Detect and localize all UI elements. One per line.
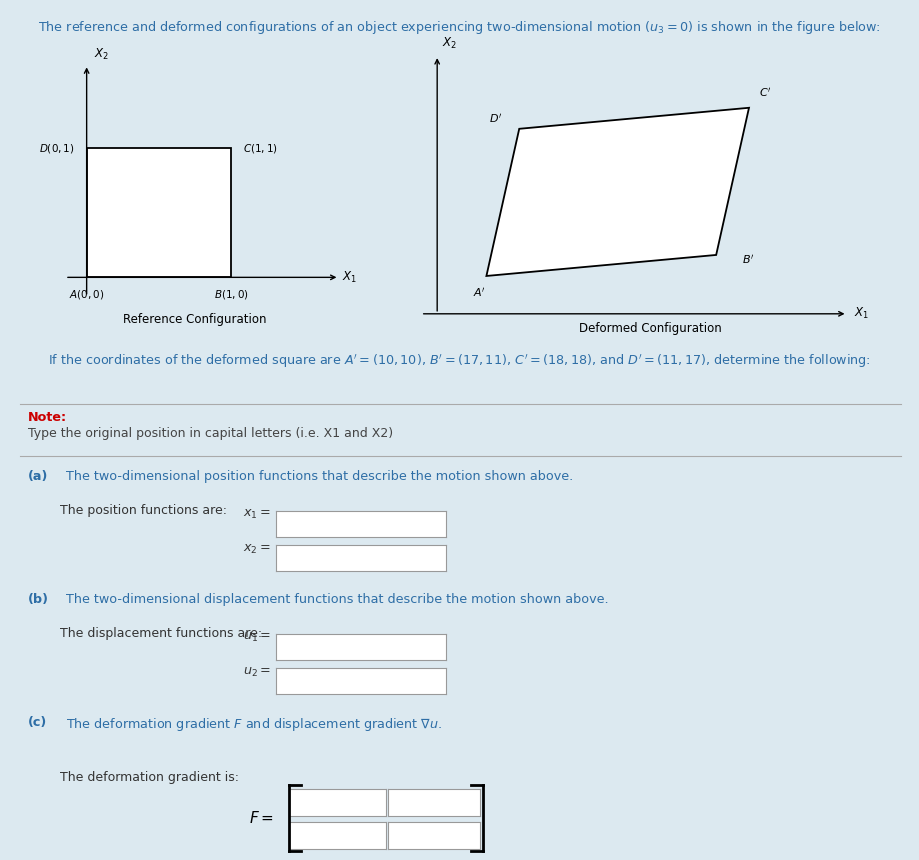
Text: $A(0,0)$: $A(0,0)$: [69, 288, 105, 301]
Text: $x_2 =$: $x_2 =$: [244, 543, 271, 556]
Text: Type the original position in capital letters (i.e. X1 and X2): Type the original position in capital le…: [28, 427, 392, 440]
Text: (c): (c): [28, 716, 47, 728]
Text: $B(1,0)$: $B(1,0)$: [213, 288, 248, 301]
Text: Note:: Note:: [28, 411, 67, 424]
Text: Reference Configuration: Reference Configuration: [123, 314, 267, 327]
Text: Deformed Configuration: Deformed Configuration: [579, 322, 722, 335]
Text: $F =$: $F =$: [249, 810, 274, 826]
Text: If the coordinates of the deformed square are $A' = (10, 10)$, $B' = (17, 11)$, : If the coordinates of the deformed squar…: [48, 353, 871, 370]
Text: $C(1,1)$: $C(1,1)$: [243, 142, 278, 155]
Text: $X_2$: $X_2$: [94, 46, 108, 62]
Text: $X_2$: $X_2$: [442, 36, 457, 51]
Text: $D'$: $D'$: [490, 112, 503, 125]
Text: The displacement functions are:: The displacement functions are:: [60, 627, 262, 640]
Polygon shape: [86, 148, 231, 277]
Text: The two-dimensional displacement functions that describe the motion shown above.: The two-dimensional displacement functio…: [62, 593, 609, 605]
Text: The two-dimensional position functions that describe the motion shown above.: The two-dimensional position functions t…: [62, 470, 573, 482]
Text: $X_1$: $X_1$: [854, 306, 869, 322]
Text: $A'$: $A'$: [473, 286, 486, 299]
Text: The deformation gradient is:: The deformation gradient is:: [60, 771, 239, 784]
Text: $u_2 =$: $u_2 =$: [244, 666, 271, 679]
Text: $X_1$: $X_1$: [342, 270, 357, 285]
Text: The reference and deformed configurations of an object experiencing two-dimensio: The reference and deformed configuration…: [39, 19, 880, 36]
Text: $x_1 =$: $x_1 =$: [244, 508, 271, 521]
Text: $D(0,1)$: $D(0,1)$: [40, 142, 75, 155]
Text: The deformation gradient $F$ and displacement gradient $\nabla u$.: The deformation gradient $F$ and displac…: [62, 716, 443, 733]
Text: $C'$: $C'$: [759, 86, 771, 100]
Text: (a): (a): [28, 470, 48, 482]
Text: $B'$: $B'$: [743, 253, 754, 266]
Text: $u_1 =$: $u_1 =$: [244, 631, 271, 644]
Text: (b): (b): [28, 593, 49, 605]
Polygon shape: [486, 108, 749, 276]
Text: The position functions are:: The position functions are:: [60, 504, 227, 517]
